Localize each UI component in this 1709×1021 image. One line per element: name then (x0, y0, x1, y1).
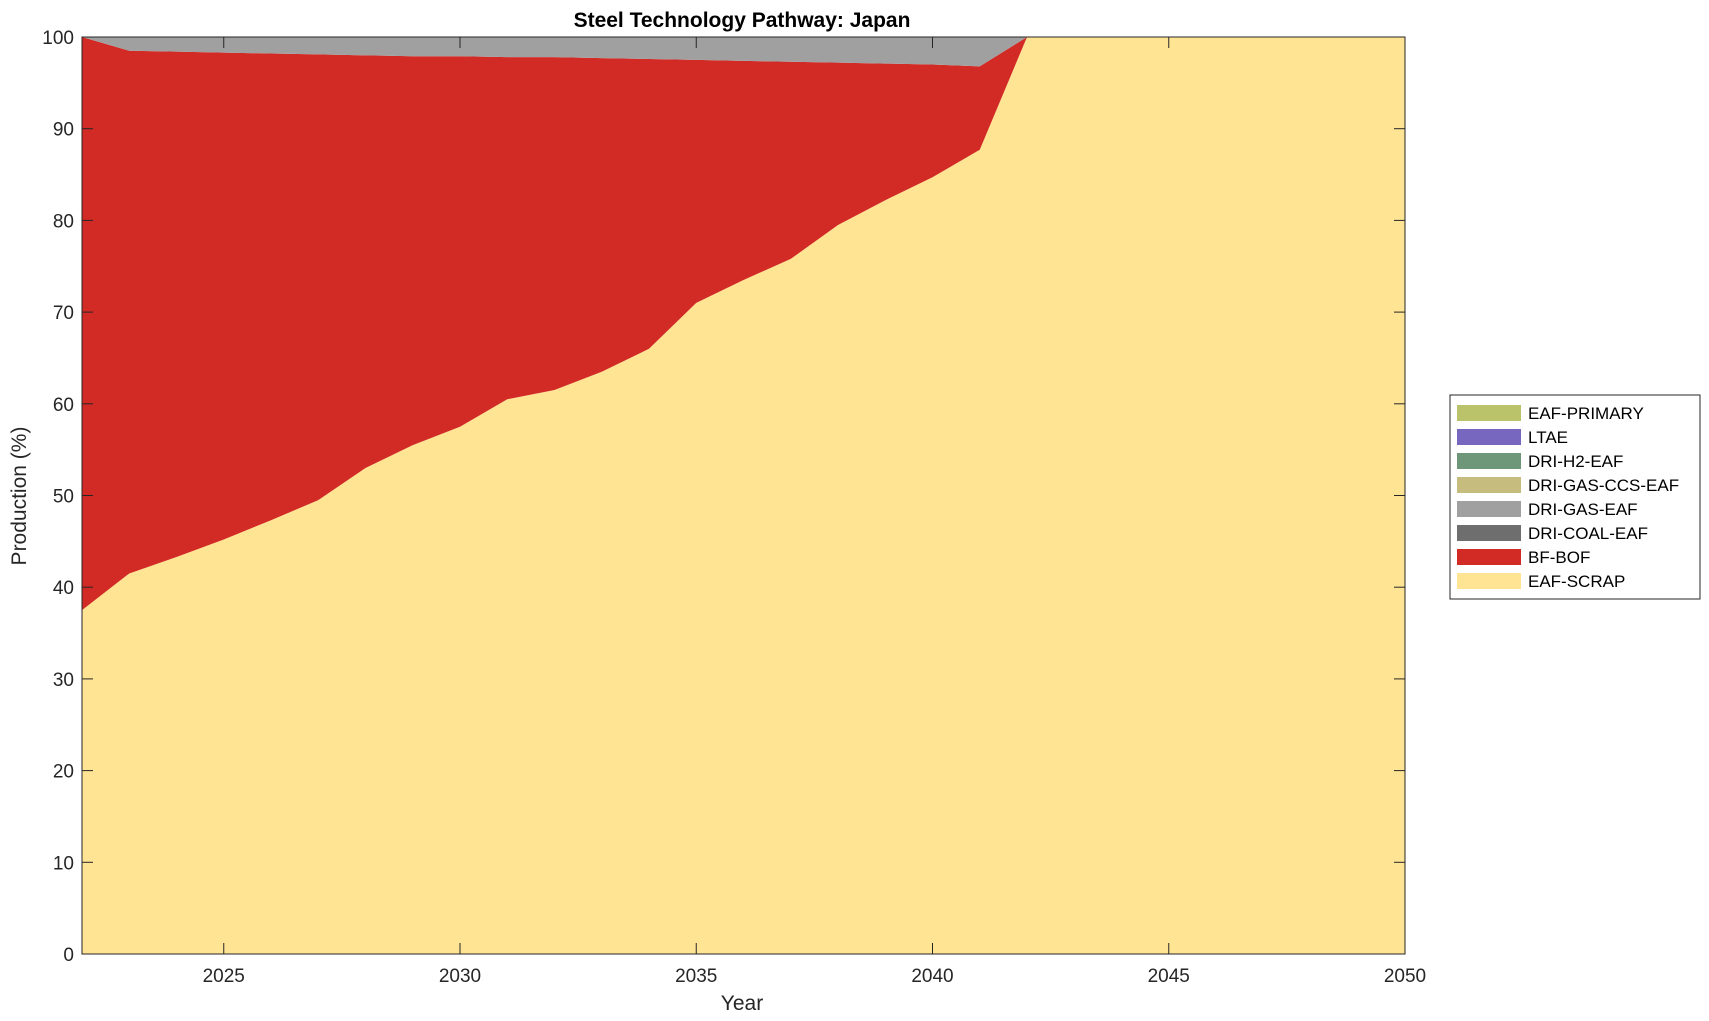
x-tick-label: 2035 (675, 966, 717, 987)
y-tick-label: 60 (53, 395, 74, 416)
legend-label: BF-BOF (1528, 548, 1590, 567)
y-tick-label: 70 (53, 303, 74, 324)
x-tick-label: 2045 (1148, 966, 1190, 987)
y-tick-label: 30 (53, 670, 74, 691)
legend-label: EAF-SCRAP (1528, 572, 1625, 591)
legend-label: DRI-GAS-CCS-EAF (1528, 476, 1679, 495)
y-tick-label: 0 (63, 945, 74, 966)
x-axis-label: Year (721, 992, 763, 1015)
legend-label: DRI-COAL-EAF (1528, 524, 1648, 543)
legend-swatch (1457, 429, 1521, 445)
legend-box (1449, 394, 1701, 600)
legend-swatch (1457, 477, 1521, 493)
legend: EAF-PRIMARY LTAE DRI-H2-EAF DRI-GAS-CCS-EAF… (1449, 394, 1701, 600)
legend-swatch (1457, 501, 1521, 517)
legend-swatch (1457, 549, 1521, 565)
x-tick-label: 2050 (1384, 966, 1426, 987)
x-tick-label: 2025 (203, 966, 245, 987)
y-tick-label: 40 (53, 578, 74, 599)
y-tick-label: 80 (53, 211, 74, 232)
legend-swatch (1457, 453, 1521, 469)
y-tick-label: 10 (53, 853, 74, 874)
legend-swatch (1457, 525, 1521, 541)
legend-swatch (1457, 405, 1521, 421)
plot-areas (82, 37, 1405, 954)
area-eaf-scrap (82, 37, 1405, 954)
y-tick-label: 90 (53, 120, 74, 141)
area-bf-bof (82, 37, 1405, 611)
y-tick-label: 100 (42, 28, 74, 49)
legend-label: LTAE (1528, 428, 1568, 447)
chart-title: Steel Technology Pathway: Japan (574, 9, 911, 32)
legend-label: DRI-GAS-EAF (1528, 500, 1638, 519)
x-tick-label: 2040 (911, 966, 953, 987)
x-tick-label: 2030 (439, 966, 481, 987)
y-tick-label: 20 (53, 762, 74, 783)
area-dri-gas-eaf (82, 37, 1405, 67)
legend-label: DRI-H2-EAF (1528, 452, 1623, 471)
legend-label: EAF-PRIMARY (1528, 404, 1644, 423)
y-tick-label: 50 (53, 487, 74, 508)
legend-swatch (1457, 573, 1521, 589)
y-axis-label: Production (%) (8, 427, 31, 566)
